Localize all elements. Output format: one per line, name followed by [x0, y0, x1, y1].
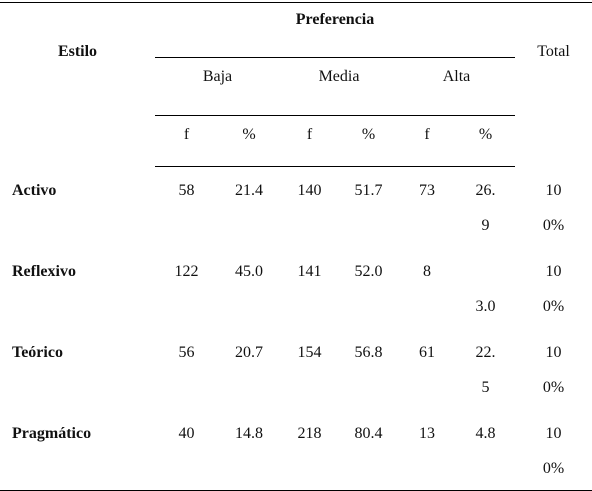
data-cell: 100%: [515, 167, 592, 248]
data-cell: 61: [398, 329, 456, 410]
sub-header: %: [218, 115, 280, 167]
data-cell: 20.7: [218, 329, 280, 410]
group-header: Media: [280, 57, 398, 116]
data-cell: 40: [155, 410, 218, 491]
data-cell: 3.0: [456, 248, 515, 329]
cell-text: 45.0: [235, 262, 263, 280]
group-header: Alta: [398, 57, 516, 116]
data-cell: 73: [398, 167, 456, 248]
cell-text: 140: [297, 182, 322, 199]
header-cell: Total: [537, 43, 570, 60]
cell-text: 80.4: [354, 424, 383, 442]
row-label: Pragmático: [12, 424, 92, 442]
cell-text: 13: [419, 424, 435, 442]
cell-text: 73: [419, 182, 435, 199]
data-cell: 8: [398, 248, 456, 329]
group-header: Baja: [155, 57, 280, 116]
data-row: Teórico 56 20.7 154 56.8 61 22.5 100%: [0, 329, 592, 410]
data-cell: 14.8: [218, 410, 280, 491]
cell-text: 26.9: [475, 182, 496, 234]
cell-text: 218: [297, 424, 322, 442]
sub-header: %: [339, 115, 398, 167]
header-row: Baja Media Alta: [0, 57, 592, 116]
sub-header: f: [398, 115, 456, 167]
cell-text: 21.4: [235, 182, 263, 199]
cell-text: 4.8: [475, 424, 496, 442]
cell-text: 100%: [542, 343, 565, 396]
data-cell: 100%: [515, 329, 592, 410]
data-cell: 56.8: [339, 329, 398, 410]
data-cell: 218: [280, 410, 339, 491]
data-row: Reflexivo 122 45.0 141 52.0 8 3.0 100%: [0, 248, 592, 329]
data-cell: 4.8: [456, 410, 515, 491]
data-cell: 140: [280, 167, 339, 248]
row-label: Activo: [12, 181, 57, 199]
data-cell: 122: [155, 248, 218, 329]
cell-text: 40: [178, 424, 195, 442]
sub-header: %: [456, 115, 516, 167]
cell-text: 154: [297, 343, 322, 361]
cell-text: 56: [178, 343, 195, 361]
cell-text: 100%: [542, 181, 565, 234]
header-cell: Preferencia: [155, 2, 516, 58]
cell-text: 20.7: [235, 343, 263, 361]
cell-text: 122: [174, 262, 199, 280]
cell-text: 52.0: [354, 262, 383, 280]
data-cell: 80.4: [339, 410, 398, 491]
row-label: Teórico: [12, 343, 63, 361]
sub-header: f: [155, 115, 218, 167]
cell-text: 8: [423, 262, 431, 280]
row-label: Reflexivo: [12, 262, 76, 280]
sub-header: f: [280, 115, 339, 167]
data-cell: 100%: [515, 248, 592, 329]
cell-text: 141: [297, 262, 322, 280]
header-row: f% f% f%: [0, 115, 592, 167]
header-row: Estilo Preferencia Total: [0, 2, 592, 60]
data-row: Pragmático 40 14.8 218 80.4 13 4.8 100%: [0, 410, 592, 491]
cell-text: 58: [178, 182, 195, 199]
data-cell: 100%: [515, 410, 592, 491]
cell-text: 14.8: [235, 424, 263, 442]
data-cell: 26.9: [456, 167, 515, 248]
cell-text: 100%: [542, 262, 565, 315]
cell-text: 3.0: [475, 297, 496, 315]
header-cell: Estilo: [57, 43, 98, 60]
data-cell: 154: [280, 329, 339, 410]
data-cell: 141: [280, 248, 339, 329]
data-cell: 45.0: [218, 248, 280, 329]
data-cell: 21.4: [218, 167, 280, 248]
data-cell: 56: [155, 329, 218, 410]
data-cell: 51.7: [339, 167, 398, 248]
cell-text: 56.8: [354, 343, 383, 361]
data-cell: 22.5: [456, 329, 515, 410]
cell-text: 61: [419, 343, 435, 361]
data-row: Activo 58 21.4 140 51.7 73 26.9 100%: [0, 167, 592, 248]
cell-text: 51.7: [354, 182, 383, 199]
data-cell: 52.0: [339, 248, 398, 329]
data-cell: 58: [155, 167, 218, 248]
cell-text: 22.5: [475, 343, 496, 396]
cell-text: 100%: [542, 424, 565, 477]
data-cell: 13: [398, 410, 456, 491]
